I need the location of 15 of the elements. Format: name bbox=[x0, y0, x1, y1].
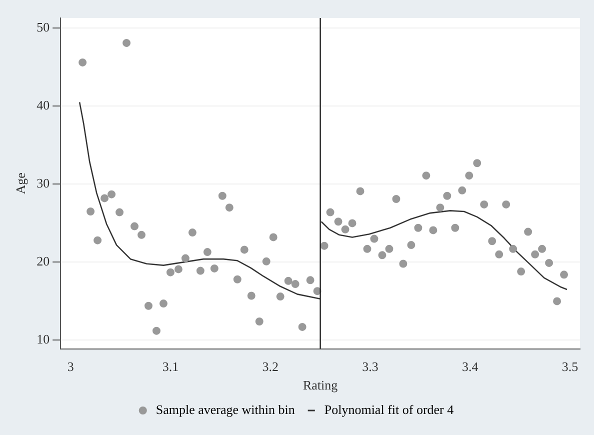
y-tick-label: 40 bbox=[36, 98, 50, 113]
x-axis-title: Rating bbox=[302, 378, 338, 393]
legend-label: Polynomial fit of order 4 bbox=[324, 402, 454, 417]
x-tick-label: 3 bbox=[67, 359, 74, 374]
x-tick-label: 3.2 bbox=[262, 359, 278, 374]
x-tick-label: 3.3 bbox=[362, 359, 378, 374]
x-tick-label: 3.4 bbox=[462, 359, 479, 374]
y-tick-label: 20 bbox=[36, 254, 50, 269]
x-tick-label: 3.1 bbox=[162, 359, 179, 374]
y-axis-title: Age bbox=[13, 172, 28, 194]
legend-label: Sample average within bin bbox=[156, 402, 296, 417]
y-tick-label: 30 bbox=[36, 176, 50, 191]
x-tick-label: 3.5 bbox=[562, 359, 578, 374]
y-tick-label: 50 bbox=[36, 20, 50, 35]
y-tick-label: 10 bbox=[36, 332, 50, 347]
